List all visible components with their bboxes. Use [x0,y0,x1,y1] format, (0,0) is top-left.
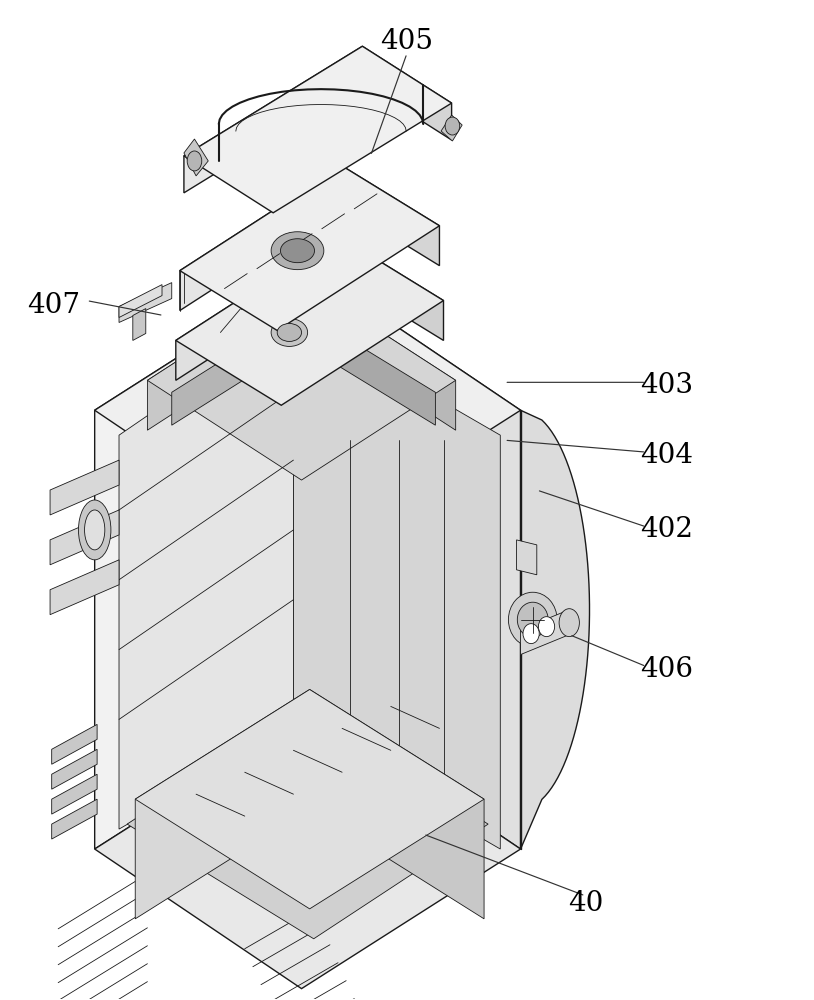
Polygon shape [94,271,521,550]
Polygon shape [180,166,440,330]
Ellipse shape [509,592,557,647]
Polygon shape [172,311,301,425]
Ellipse shape [271,232,324,270]
Polygon shape [301,311,435,425]
Polygon shape [313,271,521,849]
Ellipse shape [559,609,580,637]
Ellipse shape [85,510,105,550]
Polygon shape [50,510,119,565]
Polygon shape [517,540,536,575]
Text: 40: 40 [568,890,603,917]
Polygon shape [119,283,172,322]
Polygon shape [180,166,342,311]
Polygon shape [50,560,119,615]
Polygon shape [51,749,97,789]
Ellipse shape [281,239,314,263]
Polygon shape [521,610,569,655]
Circle shape [538,617,554,637]
Text: 406: 406 [640,656,693,683]
Polygon shape [338,236,444,340]
Ellipse shape [278,323,301,341]
Polygon shape [184,139,208,176]
Polygon shape [362,46,452,140]
Polygon shape [133,309,146,340]
Polygon shape [127,709,488,939]
Polygon shape [135,689,309,919]
Polygon shape [293,316,501,849]
Polygon shape [119,285,162,318]
Polygon shape [176,236,338,380]
Polygon shape [147,281,301,430]
Polygon shape [147,281,456,480]
Polygon shape [184,46,362,193]
Polygon shape [135,689,484,909]
Text: 402: 402 [640,516,693,543]
Polygon shape [309,689,484,919]
Ellipse shape [445,117,460,135]
Polygon shape [51,724,97,764]
Polygon shape [342,166,440,266]
Polygon shape [94,709,521,989]
Polygon shape [521,410,589,849]
Text: 404: 404 [640,442,693,469]
Polygon shape [441,115,462,141]
Polygon shape [184,46,452,213]
Text: 405: 405 [380,28,434,55]
Polygon shape [51,774,97,814]
Ellipse shape [78,500,111,560]
Ellipse shape [187,151,202,171]
Polygon shape [50,460,119,515]
Ellipse shape [271,319,308,346]
Polygon shape [51,799,97,839]
Polygon shape [301,281,456,430]
Polygon shape [94,271,313,849]
Polygon shape [176,236,444,405]
Polygon shape [119,316,293,829]
Text: 403: 403 [640,372,693,399]
Ellipse shape [518,602,548,637]
Text: 407: 407 [28,292,81,319]
Circle shape [523,624,539,644]
